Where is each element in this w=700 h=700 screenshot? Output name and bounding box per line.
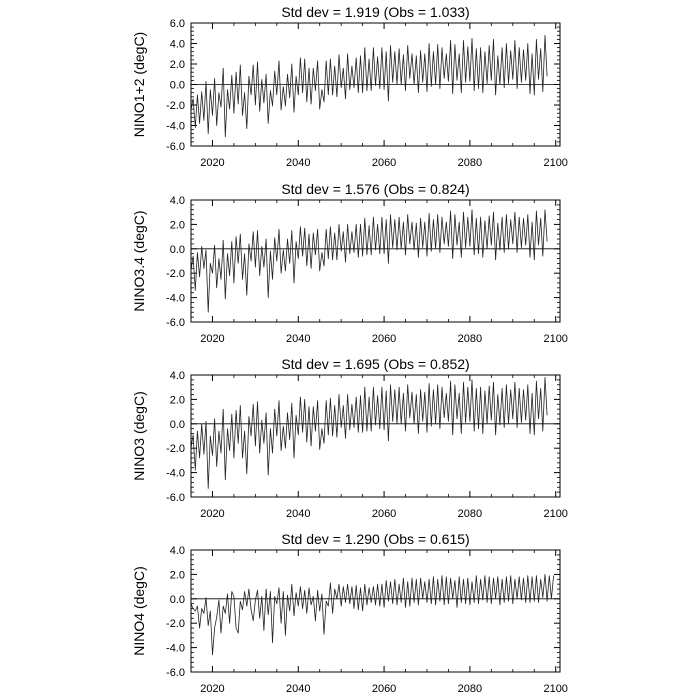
y-tick-label: 0.0 xyxy=(170,244,185,256)
chart-title: Std dev = 1.919 (Obs = 1.033) xyxy=(281,4,469,20)
x-tick-label: 2100 xyxy=(543,508,567,520)
plot-frame xyxy=(190,549,561,673)
y-tick-label: -4.0 xyxy=(166,643,185,655)
x-tick-label: 2100 xyxy=(543,333,567,345)
chart-title: Std dev = 1.290 (Obs = 0.615) xyxy=(281,531,469,547)
x-tick-label: 2040 xyxy=(286,683,310,695)
y-tick-label: 0.0 xyxy=(170,419,185,431)
x-tick-label: 2080 xyxy=(458,333,482,345)
y-axis-label: NINO1+2 (degC) xyxy=(131,32,147,137)
y-tick-label: 4.0 xyxy=(170,39,185,51)
y-tick-label: -6.0 xyxy=(166,667,185,679)
y-tick-label: -2.0 xyxy=(166,443,185,455)
y-tick-label: 0.0 xyxy=(170,594,185,606)
y-tick-label: 2.0 xyxy=(170,394,185,406)
series-line-1 xyxy=(190,574,554,656)
x-tick-label: 2060 xyxy=(372,683,396,695)
x-tick-label: 2060 xyxy=(372,157,396,169)
x-tick-label: 2100 xyxy=(543,683,567,695)
series-line-1 xyxy=(190,376,548,489)
panel-2: Std dev = 1.576 (Obs = 0.824) NINO3.4 (de… xyxy=(131,181,568,345)
y-axis-label: NINO3 (degC) xyxy=(131,391,147,480)
x-tick-label: 2080 xyxy=(458,683,482,695)
y-tick-label: -4.0 xyxy=(166,121,185,133)
y-tick-label: 0.0 xyxy=(170,80,185,92)
panel-4: Std dev = 1.290 (Obs = 0.615) NINO4 (degC… xyxy=(131,531,568,695)
plot-frame xyxy=(190,374,561,498)
series-line-1 xyxy=(190,34,548,138)
y-tick-label: -2.0 xyxy=(166,618,185,630)
y-tick-label: -6.0 xyxy=(166,141,185,153)
y-tick-label: 4.0 xyxy=(170,195,185,207)
y-tick-label: 2.0 xyxy=(170,569,185,581)
plot-frame xyxy=(190,22,561,147)
series-line-1 xyxy=(190,209,548,313)
y-tick-label: -6.0 xyxy=(166,317,185,329)
x-tick-label: 2020 xyxy=(200,333,224,345)
y-tick-label: 4.0 xyxy=(170,545,185,557)
x-tick-label: 2040 xyxy=(286,508,310,520)
x-tick-label: 2060 xyxy=(372,333,396,345)
y-tick-label: 4.0 xyxy=(170,370,185,382)
panel-3: Std dev = 1.695 (Obs = 0.852) NINO3 (degC… xyxy=(131,356,568,520)
y-tick-label: 6.0 xyxy=(170,18,185,30)
x-tick-label: 2020 xyxy=(200,508,224,520)
plot-frame xyxy=(190,199,561,323)
y-tick-label: -2.0 xyxy=(166,100,185,112)
x-tick-label: 2060 xyxy=(372,508,396,520)
chart-title: Std dev = 1.576 (Obs = 0.824) xyxy=(281,181,469,197)
y-tick-label: -2.0 xyxy=(166,268,185,280)
x-tick-label: 2020 xyxy=(200,157,224,169)
y-tick-label: -4.0 xyxy=(166,293,185,305)
y-axis-label: NINO4 (degC) xyxy=(131,566,147,655)
x-tick-label: 2020 xyxy=(200,683,224,695)
y-tick-label: 2.0 xyxy=(170,219,185,231)
chart-title: Std dev = 1.695 (Obs = 0.852) xyxy=(281,356,469,372)
y-tick-label: -6.0 xyxy=(166,492,185,504)
y-tick-label: 2.0 xyxy=(170,59,185,71)
x-tick-label: 2040 xyxy=(286,157,310,169)
x-tick-label: 2080 xyxy=(458,508,482,520)
x-tick-label: 2040 xyxy=(286,333,310,345)
x-tick-label: 2100 xyxy=(543,157,567,169)
y-tick-label: -4.0 xyxy=(166,468,185,480)
x-tick-label: 2080 xyxy=(458,157,482,169)
panel-1: Std dev = 1.919 (Obs = 1.033) NINO1+2 (de… xyxy=(131,4,568,169)
y-axis-label: NINO3.4 (degC) xyxy=(131,210,147,311)
